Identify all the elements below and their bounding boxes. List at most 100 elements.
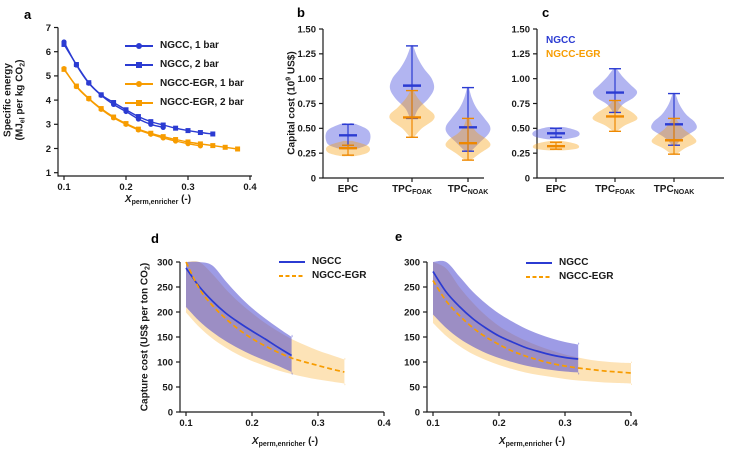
data-marker bbox=[173, 125, 179, 131]
data-marker bbox=[148, 119, 154, 125]
median-NGCC-EGR bbox=[432, 280, 632, 374]
data-marker bbox=[123, 121, 129, 127]
tick-label: 1.50 bbox=[298, 24, 317, 35]
tick-label: 100 bbox=[404, 357, 420, 368]
category-label-b: EPC bbox=[337, 184, 359, 195]
category-label-b: TPCFOAK bbox=[392, 184, 432, 196]
x-axis-label-e: Xperm,enricher (-) bbox=[498, 436, 566, 448]
y-axis-label-a: Specific energy (MJel per kg CO2) bbox=[2, 59, 27, 141]
legend-sample bbox=[526, 262, 552, 264]
tick-label: 150 bbox=[157, 332, 173, 343]
tick-label: 6 bbox=[46, 47, 51, 58]
tick-label: 250 bbox=[404, 282, 420, 293]
tick-label: 200 bbox=[157, 307, 173, 318]
legend-sample bbox=[125, 61, 153, 68]
data-marker bbox=[123, 107, 129, 113]
category-label-c: EPC bbox=[545, 184, 567, 195]
data-marker bbox=[197, 130, 203, 136]
data-marker bbox=[210, 143, 216, 149]
tick-label: 0.75 bbox=[298, 99, 317, 110]
legend-sample bbox=[526, 276, 552, 278]
y-axis-label-b: Capital cost (109 US$) bbox=[285, 51, 298, 155]
panel-label-d: d bbox=[151, 231, 159, 246]
tick-label: 200 bbox=[404, 307, 420, 318]
tick-label: 1.50 bbox=[512, 24, 531, 35]
tick-label: 0 bbox=[525, 173, 530, 184]
legend-panel-a: NGCC, 1 bar NGCC, 2 bar NGCC-EGR, 1 bar NGC… bbox=[124, 36, 244, 112]
legend-item: NGCC, 2 bar bbox=[124, 55, 244, 74]
legend-item: NGCC-EGR, 1 bar bbox=[124, 74, 244, 93]
tick-label: 5 bbox=[46, 71, 52, 82]
panel-label-b: b bbox=[297, 5, 305, 20]
legend-item: NGCC bbox=[525, 256, 613, 270]
tick-label: 0.2 bbox=[492, 418, 505, 429]
tick-label: 0.2 bbox=[245, 418, 258, 429]
legend-label: NGCC-EGR bbox=[559, 271, 614, 282]
data-marker bbox=[61, 66, 67, 72]
legend-label: NGCC-EGR bbox=[312, 270, 367, 281]
tick-label: 3 bbox=[46, 120, 51, 131]
legend-item: NGCC-EGR bbox=[525, 270, 613, 284]
legend-label: NGCC, 2 bar bbox=[160, 58, 219, 70]
legend-sample bbox=[125, 99, 153, 106]
legend-label: NGCC, 1 bar bbox=[160, 39, 219, 51]
data-marker bbox=[148, 130, 154, 136]
x-axis-label-d: Xperm,enricher (-) bbox=[251, 436, 319, 448]
median-NGCC bbox=[185, 267, 293, 357]
tick-label: 0.1 bbox=[57, 182, 71, 193]
legend-panel-d: NGCC NGCC-EGR bbox=[278, 255, 366, 283]
legend-panel-c: NGCC NGCC-EGR bbox=[546, 34, 600, 62]
tick-label: 0.3 bbox=[311, 418, 324, 429]
category-label-c: TPCFOAK bbox=[595, 184, 635, 196]
band-NGCC bbox=[185, 261, 293, 375]
tick-label: 0.1 bbox=[426, 418, 440, 429]
data-marker bbox=[73, 83, 79, 89]
tick-label: 300 bbox=[157, 257, 173, 268]
data-marker bbox=[98, 106, 104, 112]
legend-sample bbox=[125, 42, 153, 49]
tick-label: 100 bbox=[157, 357, 173, 368]
data-marker bbox=[111, 114, 117, 120]
legend-label: NGCC bbox=[559, 257, 589, 268]
category-label-c: TPCNOAK bbox=[653, 184, 695, 196]
data-marker bbox=[185, 139, 191, 145]
data-marker bbox=[135, 114, 141, 120]
x-axis-label-a: Xperm,enricher (-) bbox=[124, 194, 192, 206]
data-marker bbox=[73, 62, 79, 68]
y-axis-label-d: Capture cost (US$ per ton CO2) bbox=[139, 262, 152, 412]
data-marker bbox=[235, 146, 241, 152]
category-label-b: TPCNOAK bbox=[447, 184, 489, 196]
legend-item: NGCC-EGR bbox=[278, 269, 366, 283]
data-marker bbox=[160, 134, 166, 140]
data-marker bbox=[210, 131, 216, 137]
panel-a-axes bbox=[57, 27, 252, 177]
data-marker bbox=[135, 126, 141, 132]
data-marker bbox=[86, 80, 92, 86]
tick-label: 0.4 bbox=[377, 418, 391, 429]
tick-label: 0.2 bbox=[119, 182, 132, 193]
tick-label: 4 bbox=[46, 95, 52, 106]
tick-label: 50 bbox=[409, 382, 420, 393]
legend-label: NGCC bbox=[546, 35, 576, 46]
tick-label: 2 bbox=[46, 144, 51, 155]
tick-label: 0.3 bbox=[558, 418, 571, 429]
tick-label: 50 bbox=[162, 382, 173, 393]
band-NGCC bbox=[432, 260, 580, 375]
tick-label: 300 bbox=[404, 257, 420, 268]
data-marker bbox=[222, 144, 228, 150]
legend-sample bbox=[279, 275, 305, 277]
data-marker bbox=[98, 92, 104, 98]
legend-label: NGCC bbox=[312, 256, 342, 267]
tick-label: 0.3 bbox=[181, 182, 194, 193]
tick-label: 0.25 bbox=[512, 148, 531, 159]
panel-label-e: e bbox=[395, 229, 403, 244]
tick-label: 1.25 bbox=[298, 49, 317, 60]
median-NGCC-EGR bbox=[185, 261, 345, 373]
data-marker bbox=[185, 128, 191, 134]
tick-label: 1 bbox=[46, 168, 52, 179]
tick-label: 7 bbox=[46, 23, 51, 34]
panel-label-a: a bbox=[24, 7, 32, 22]
data-marker bbox=[197, 141, 203, 147]
